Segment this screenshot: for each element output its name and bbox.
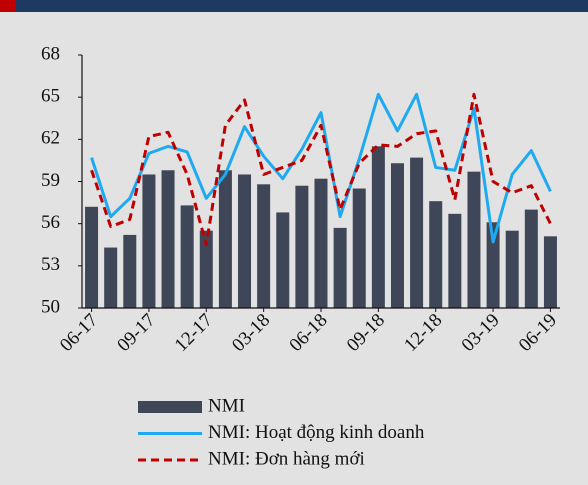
bar [429,201,443,308]
line-series [90,92,552,244]
bar [486,222,500,308]
y-tick-label: 68 [41,43,60,64]
bar [371,146,385,308]
legend-label: NMI [208,395,245,416]
bar [467,171,481,308]
bar [295,185,309,308]
bar [238,174,252,308]
bar [448,213,462,308]
bar [199,230,213,308]
legend-label: NMI: Hoạt động kinh doanh [208,422,425,443]
bar [257,184,271,308]
bar [524,209,538,308]
y-tick-label: 53 [41,254,60,275]
bar [218,170,232,308]
y-tick-label: 50 [41,296,60,317]
bar [352,188,366,308]
line-series [90,92,552,247]
y-tick-label: 59 [41,170,60,191]
bar [161,170,175,308]
y-tick-label: 65 [41,86,60,107]
bar [276,212,290,308]
bar [543,236,557,308]
bar [333,227,347,308]
legend-swatch [138,401,202,413]
legend-label: NMI: Đơn hàng mới [208,448,365,469]
bar [390,163,404,308]
bar [104,247,118,308]
bar [123,234,137,308]
bar [85,206,99,308]
bar [180,205,194,308]
y-tick-label: 62 [41,128,60,149]
banner [0,0,588,12]
bar [410,157,424,308]
bar [314,178,328,308]
y-tick-label: 56 [41,212,60,233]
banner-mark [0,0,16,12]
bar [142,174,156,308]
bar [505,230,519,308]
